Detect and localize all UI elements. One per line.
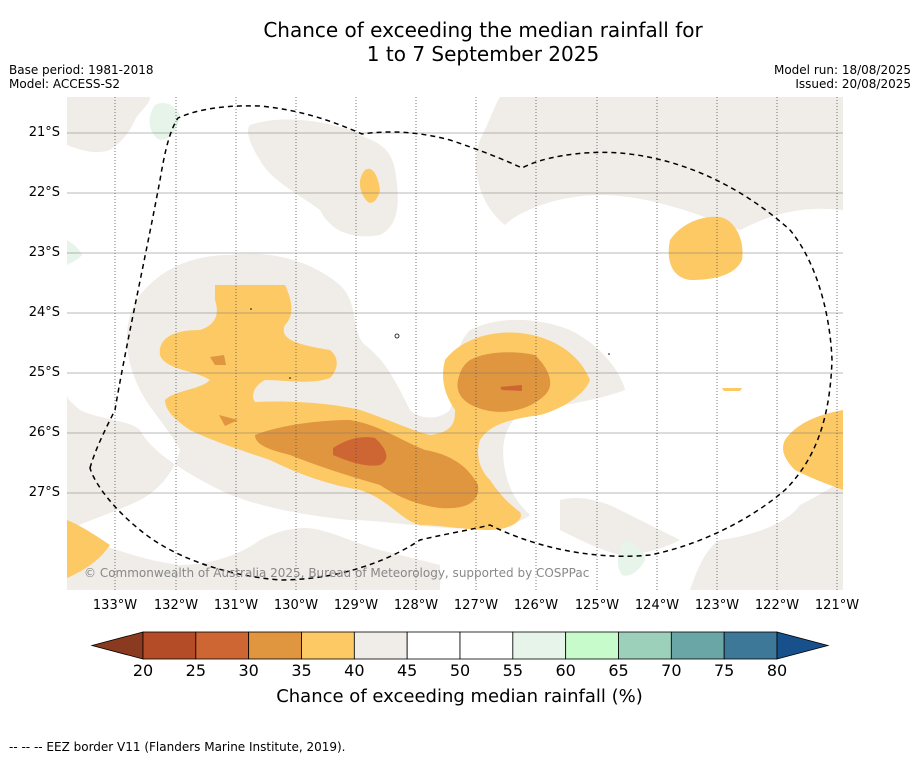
lat-label-25s: 25°S	[28, 365, 60, 380]
lon-label-130w: 130°W	[273, 598, 319, 613]
model-name: Model: ACCESS-S2	[9, 77, 121, 91]
lon-label-133w: 133°W	[92, 598, 138, 613]
issued-date: Issued: 20/08/2025	[795, 77, 911, 91]
colorbar-tick-label: 35	[291, 661, 312, 680]
lon-label-122w: 122°W	[754, 598, 800, 613]
lat-label-21s: 21°S	[28, 125, 60, 140]
colorbar-tick-label: 60	[555, 661, 576, 680]
lon-label-129w: 129°W	[333, 598, 379, 613]
colorbar-segment-70-75	[670, 631, 725, 660]
colorbar-segments	[90, 631, 830, 660]
lat-label-22s: 22°S	[28, 185, 60, 200]
colorbar-under-triangle	[90, 631, 144, 660]
base-period: Base period: 1981-2018	[9, 63, 154, 77]
colorbar-segment-25-30	[195, 631, 250, 660]
lon-label-124w: 124°W	[634, 598, 680, 613]
eez-border	[89, 105, 833, 581]
lon-label-132w: 132°W	[153, 598, 199, 613]
lat-label-27s: 27°S	[28, 485, 60, 500]
lon-label-123w: 123°W	[694, 598, 740, 613]
island-marker	[608, 353, 610, 355]
band-35-40	[67, 168, 843, 578]
colorbar-tick-label: 80	[766, 661, 788, 680]
colorbar-tick-label: 50	[449, 661, 471, 680]
colorbar-segment-65-70	[618, 631, 672, 660]
title-line-2: 1 to 7 September 2025	[366, 42, 600, 66]
colorbar-segment-55-60	[512, 631, 567, 660]
colorbar-over-triangle	[776, 631, 830, 660]
map-title: Chance of exceeding the median rainfall …	[0, 18, 919, 66]
colorbar-tick-label: 65	[608, 661, 629, 680]
map-fill-layer	[67, 97, 843, 590]
lon-label-121w: 121°W	[814, 598, 860, 613]
colorbar-segment-50-55	[459, 631, 514, 660]
colorbar-tick-label: 70	[661, 661, 682, 680]
colorbar-tick-label: 75	[713, 661, 735, 680]
colorbar-label: Chance of exceeding median rainfall (%)	[276, 686, 643, 707]
colorbar-tick-label: 25	[185, 661, 206, 680]
colorbar-segment-30-35	[248, 631, 302, 660]
lon-label-127w: 127°W	[453, 598, 499, 613]
colorbar-tick-label: 20	[132, 661, 154, 680]
meta-left: Base period: 1981-2018 Model: ACCESS-S2	[9, 63, 154, 91]
band-40-45	[67, 97, 843, 590]
lon-label-128w: 128°W	[393, 598, 439, 613]
lat-label-23s: 23°S	[28, 245, 60, 260]
lon-label-125w: 125°W	[574, 598, 620, 613]
lat-gridlines	[67, 132, 843, 494]
colorbar-segment-20-25	[142, 631, 197, 660]
colorbar-tick-label: 40	[344, 661, 365, 680]
colorbar-tick-label: 30	[238, 661, 259, 680]
model-run: Model run: 18/08/2025	[773, 63, 911, 77]
colorbar-segment-60-65	[565, 631, 619, 660]
colorbar-segment-35-40	[301, 631, 355, 660]
colorbar-tick-label: 55	[502, 661, 523, 680]
lat-label-26s: 26°S	[28, 425, 60, 440]
island-marker	[289, 377, 291, 379]
colorbar-segment-75-80	[723, 631, 778, 660]
band-25-30	[333, 385, 522, 466]
island-marker	[250, 308, 252, 310]
colorbar-segment-40-45	[353, 631, 408, 660]
lat-label-24s: 24°S	[28, 305, 60, 320]
copyright-notice: © Commonwealth of Australia 2025, Bureau…	[84, 566, 590, 580]
island-marker	[394, 333, 400, 339]
colorbar-segment-45-50	[406, 631, 461, 660]
lon-label-131w: 131°W	[213, 598, 259, 613]
title-line-1: Chance of exceeding the median rainfall …	[263, 18, 703, 42]
lon-label-126w: 126°W	[513, 598, 559, 613]
eez-footnote: -- -- -- EEZ border V11 (Flanders Marine…	[9, 740, 346, 754]
colorbar-tick-label: 45	[396, 661, 418, 680]
lon-gridlines	[114, 97, 838, 590]
meta-right: Model run: 18/08/2025 Issued: 20/08/2025	[774, 63, 911, 91]
